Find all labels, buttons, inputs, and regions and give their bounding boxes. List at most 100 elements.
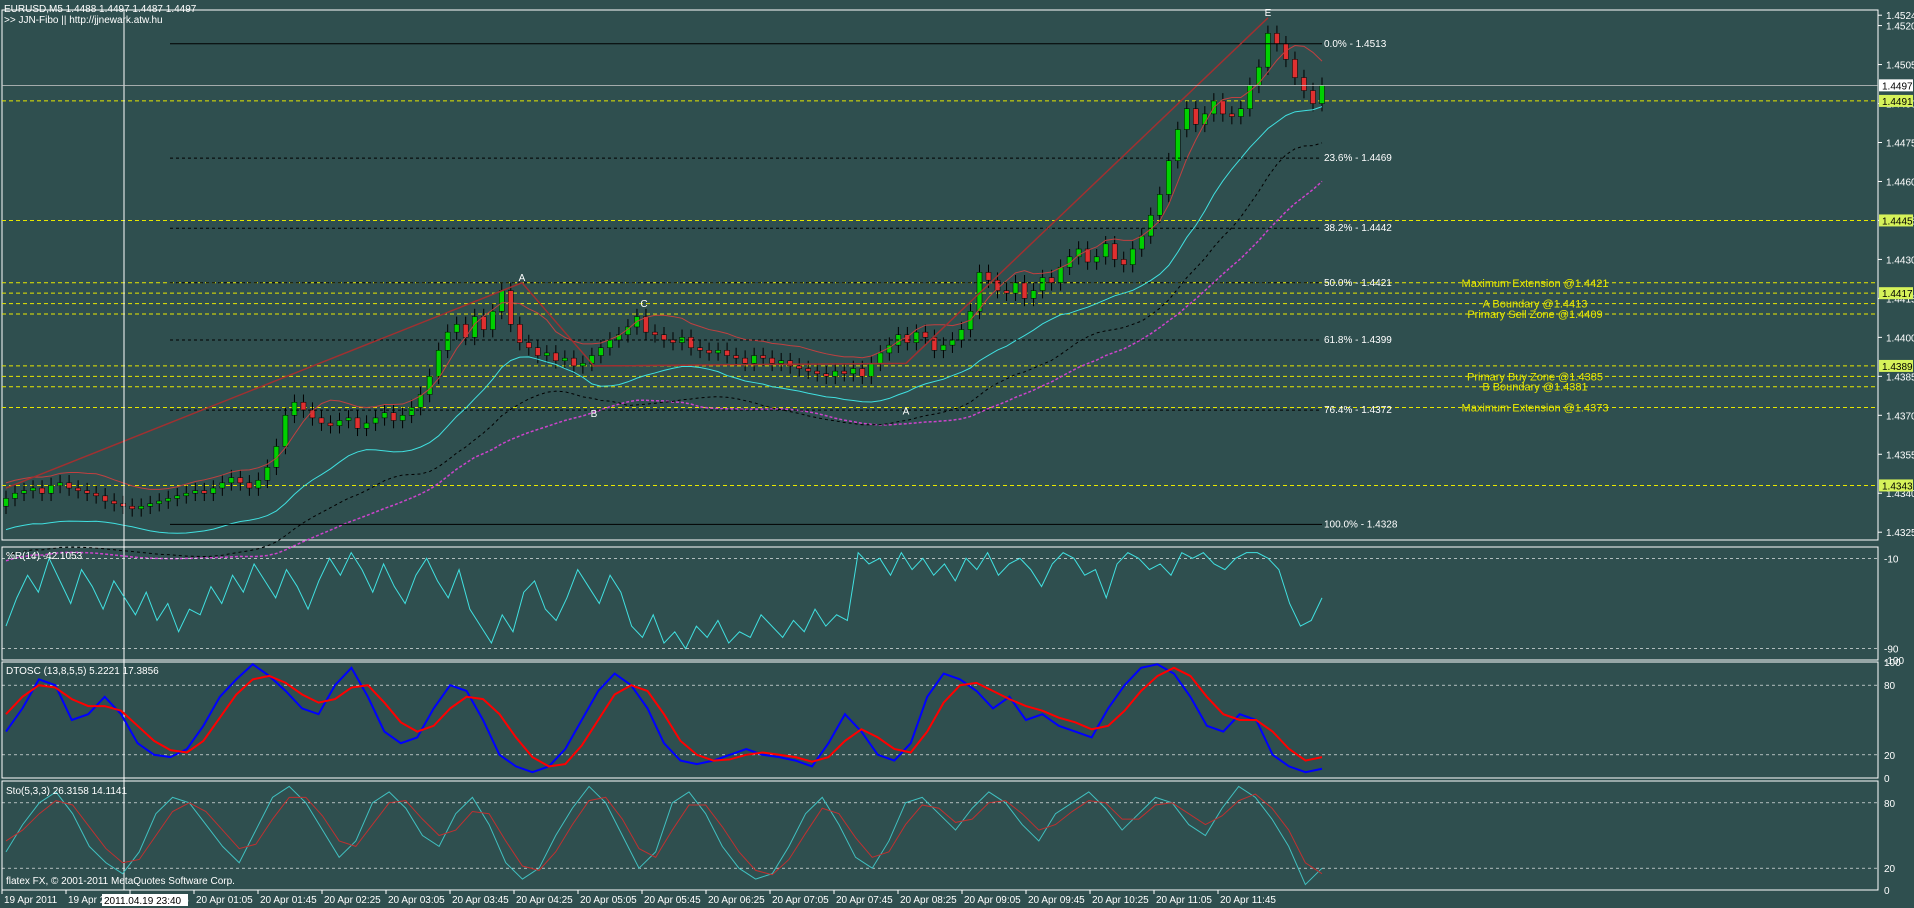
- candle-body: [976, 272, 983, 312]
- osc-tick-label: -90: [1884, 645, 1899, 656]
- candle-body: [1021, 282, 1028, 299]
- osc-tick-label: 20: [1884, 751, 1896, 762]
- candle-body: [769, 357, 775, 364]
- candle-body: [93, 492, 99, 497]
- extension-label: Maximum Extension @1.4421: [1462, 278, 1609, 290]
- candle-body: [724, 350, 730, 356]
- candle-body: [210, 487, 217, 494]
- time-tick-label: 20 Apr 08:25: [900, 895, 957, 906]
- price-highlight: 1.4389: [1879, 359, 1913, 373]
- candle-body: [3, 498, 9, 507]
- candle-body: [354, 417, 361, 429]
- candle-body: [733, 355, 739, 359]
- extension-label: Primary Sell Zone @1.4409: [1467, 309, 1602, 321]
- candle-body: [273, 446, 280, 468]
- candle-body: [706, 350, 712, 354]
- price-tick-label: 1.4520: [1886, 22, 1914, 33]
- price-highlight-box: [1879, 359, 1913, 372]
- candle-body: [390, 412, 397, 421]
- candle-body: [120, 503, 126, 507]
- time-tick-label: 20 Apr 11:05: [1156, 895, 1212, 906]
- candle-body: [1265, 33, 1271, 68]
- price-highlight-box: [1879, 79, 1913, 92]
- candle-body: [255, 479, 262, 489]
- candle-body: [553, 352, 559, 361]
- candle-body: [426, 376, 433, 395]
- candle-body: [138, 505, 144, 510]
- candle-body: [444, 331, 451, 351]
- candle-body: [814, 370, 820, 374]
- black-dashed-line: [5, 142, 1323, 558]
- candle-body: [742, 357, 748, 364]
- candle-body: [571, 357, 577, 367]
- candle-body: [21, 490, 27, 494]
- red-trail-line: [5, 44, 1323, 490]
- candle-body: [1102, 243, 1109, 258]
- fib-label: 38.2% - 1.4442: [1324, 223, 1392, 234]
- candle-body: [1301, 77, 1307, 91]
- candle-body: [526, 342, 532, 348]
- candle-body: [480, 316, 487, 330]
- candle-body: [1120, 259, 1127, 265]
- candle-body: [282, 415, 289, 447]
- panel-frame-1: [1, 546, 1879, 661]
- dtosc-header: DTOSC (13,8,5,5) 5.2221 17.3856: [6, 666, 159, 677]
- candle-body: [156, 500, 162, 504]
- price-tick-label: 1.4430: [1886, 255, 1914, 266]
- candle-body: [327, 422, 334, 426]
- candle-body: [652, 331, 658, 336]
- zigzag-line: [5, 17, 1269, 489]
- candle-body: [949, 339, 956, 346]
- candle-body: [1003, 290, 1010, 294]
- time-tick-label: 20 Apr 01:05: [196, 895, 253, 906]
- candle-body: [174, 495, 181, 499]
- candle-body: [1057, 266, 1064, 284]
- osc-series-line: [5, 785, 1323, 886]
- time-tick-label: 20 Apr 07:45: [836, 895, 893, 906]
- candle-body: [1175, 129, 1181, 161]
- candle-body: [805, 368, 811, 372]
- crosshair-time-box: 2011.04.19 23:40: [102, 894, 188, 907]
- magenta-band-line: [5, 180, 1323, 562]
- candle-body: [57, 482, 63, 486]
- time-tick-label: 20 Apr 11:45: [1220, 895, 1276, 906]
- fib-label: 0.0% - 1.4513: [1324, 39, 1387, 50]
- price-tick-label: 1.4370: [1886, 411, 1914, 422]
- candle-body: [1238, 108, 1244, 117]
- candle-body: [841, 370, 848, 374]
- candle-body: [994, 279, 1001, 291]
- candle-body: [399, 415, 406, 421]
- time-tick-label: 20 Apr 02:25: [324, 895, 381, 906]
- candle-body: [778, 360, 784, 364]
- fib-label: 23.6% - 1.4469: [1324, 153, 1392, 164]
- time-tick-label: 20 Apr 06:25: [708, 895, 765, 906]
- candle-body: [111, 500, 117, 504]
- price-tick-label: 1.4524: [1886, 11, 1914, 22]
- osc-tick-label: 0: [1884, 774, 1890, 785]
- candle-body: [1319, 85, 1325, 104]
- copyright-text: flatex FX, © 2001-2011 MetaQuotes Softwa…: [6, 876, 235, 887]
- candle-body: [237, 477, 244, 484]
- osc-tick-label: -10: [1884, 554, 1899, 565]
- candle-body: [1012, 282, 1019, 294]
- time-tick-label: 20 Apr 01:45: [260, 895, 317, 906]
- candle-body: [859, 368, 866, 377]
- candle-body: [192, 490, 199, 494]
- candle-body: [1093, 256, 1100, 263]
- stochastic-header: Sto(5,3,3) 26.3158 14.1141: [6, 786, 128, 797]
- candle-body: [147, 503, 153, 507]
- price-highlight-text: 1.4417: [1882, 289, 1913, 300]
- candle-body: [48, 485, 54, 494]
- osc-series-line: [5, 663, 1323, 774]
- candle-body: [499, 290, 505, 312]
- candle-body: [408, 407, 415, 416]
- candle-body: [832, 370, 839, 377]
- candle-body: [598, 347, 604, 356]
- time-tick-label: 20 Apr 09:45: [1028, 895, 1085, 906]
- candle-body: [336, 420, 343, 426]
- candle-body: [913, 331, 920, 343]
- panel-frame-2: [1, 661, 1879, 779]
- candle-body: [1084, 248, 1091, 263]
